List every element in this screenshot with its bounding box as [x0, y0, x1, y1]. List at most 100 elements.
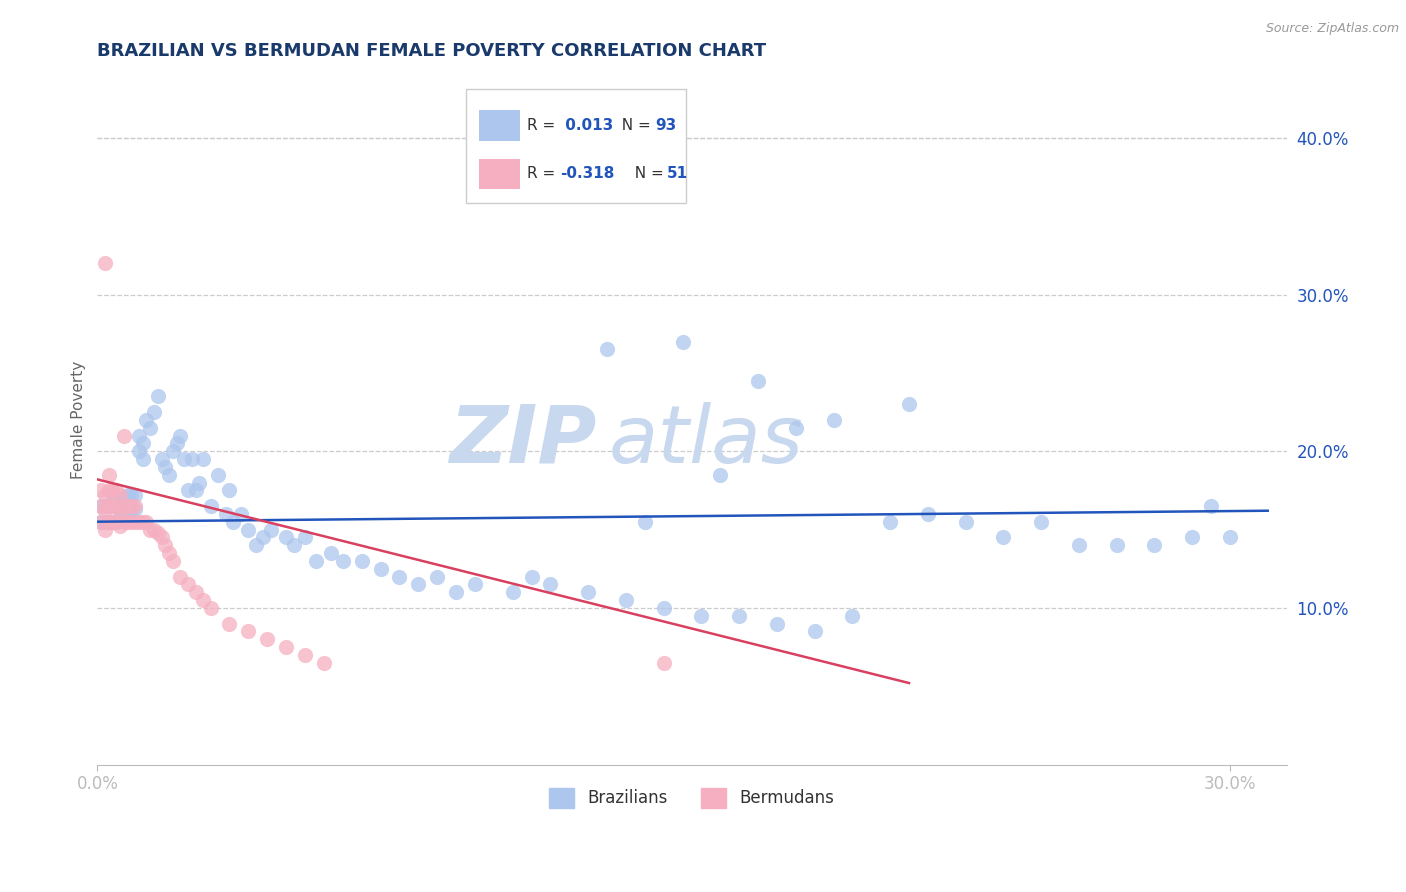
Point [634, 515, 657, 529]
Point [747, 374, 769, 388]
Point [218, 616, 240, 631]
Point [94, 256, 117, 270]
FancyBboxPatch shape [479, 159, 520, 189]
Point [898, 397, 921, 411]
Point [90, 499, 112, 513]
Point [803, 624, 825, 639]
Point [444, 585, 467, 599]
Point [101, 515, 124, 529]
Point [200, 600, 222, 615]
Point [108, 510, 131, 524]
Point [177, 577, 200, 591]
Point [143, 405, 166, 419]
Point [131, 452, 153, 467]
Point [274, 530, 297, 544]
Point [131, 436, 153, 450]
Point [97, 467, 120, 482]
Point [766, 616, 789, 631]
Point [120, 488, 142, 502]
Text: Source: ZipAtlas.com: Source: ZipAtlas.com [1265, 22, 1399, 36]
Point [200, 499, 222, 513]
Point [1199, 499, 1222, 513]
Point [1143, 538, 1166, 552]
Text: 93: 93 [655, 118, 676, 133]
Text: -0.318: -0.318 [560, 166, 614, 181]
Point [191, 593, 214, 607]
Point [97, 499, 120, 513]
Point [112, 491, 135, 506]
Text: N =: N = [626, 166, 669, 181]
Point [1181, 530, 1204, 544]
Point [94, 499, 117, 513]
Point [177, 483, 200, 498]
Point [173, 452, 195, 467]
Point [101, 499, 124, 513]
Point [283, 538, 305, 552]
Point [90, 515, 112, 529]
Point [105, 483, 128, 498]
Point [690, 608, 713, 623]
Point [520, 569, 543, 583]
Point [112, 507, 135, 521]
Point [1219, 530, 1241, 544]
FancyBboxPatch shape [465, 89, 686, 202]
Point [222, 515, 245, 529]
Point [207, 467, 229, 482]
Point [955, 515, 977, 529]
Point [917, 507, 939, 521]
Point [993, 530, 1015, 544]
Point [112, 515, 135, 529]
Point [117, 499, 139, 513]
Point [388, 569, 411, 583]
Point [139, 420, 162, 434]
Point [652, 600, 675, 615]
Point [879, 515, 901, 529]
Point [105, 515, 128, 529]
Point [252, 530, 274, 544]
Point [117, 504, 139, 518]
Point [135, 515, 157, 529]
Point [1031, 515, 1053, 529]
Point [94, 515, 117, 529]
Point [94, 488, 117, 502]
Point [294, 530, 316, 544]
Point [1067, 538, 1090, 552]
Point [108, 519, 131, 533]
Point [166, 436, 188, 450]
Point [112, 428, 135, 442]
Point [162, 444, 184, 458]
Point [97, 515, 120, 529]
Point [728, 608, 751, 623]
Point [124, 515, 146, 529]
Point [108, 494, 131, 508]
Point [260, 523, 283, 537]
Point [502, 585, 524, 599]
Text: R =: R = [527, 118, 560, 133]
Point [105, 515, 128, 529]
Point [1105, 538, 1128, 552]
Point [124, 502, 146, 516]
Point [155, 538, 177, 552]
Point [538, 577, 561, 591]
Point [143, 523, 166, 537]
Point [229, 507, 252, 521]
Point [94, 523, 117, 537]
Point [124, 499, 146, 513]
Point [350, 554, 373, 568]
Legend: Brazilians, Bermudans: Brazilians, Bermudans [543, 781, 841, 814]
Point [184, 585, 207, 599]
Point [191, 452, 214, 467]
Point [305, 554, 328, 568]
Point [128, 428, 150, 442]
Point [97, 483, 120, 498]
Point [112, 499, 135, 513]
Text: atlas: atlas [609, 401, 803, 480]
Point [146, 525, 169, 540]
Point [139, 523, 162, 537]
Point [180, 452, 202, 467]
Text: BRAZILIAN VS BERMUDAN FEMALE POVERTY CORRELATION CHART: BRAZILIAN VS BERMUDAN FEMALE POVERTY COR… [97, 42, 766, 60]
Point [245, 538, 267, 552]
Text: ZIP: ZIP [450, 401, 596, 480]
Point [128, 444, 150, 458]
Point [124, 488, 146, 502]
